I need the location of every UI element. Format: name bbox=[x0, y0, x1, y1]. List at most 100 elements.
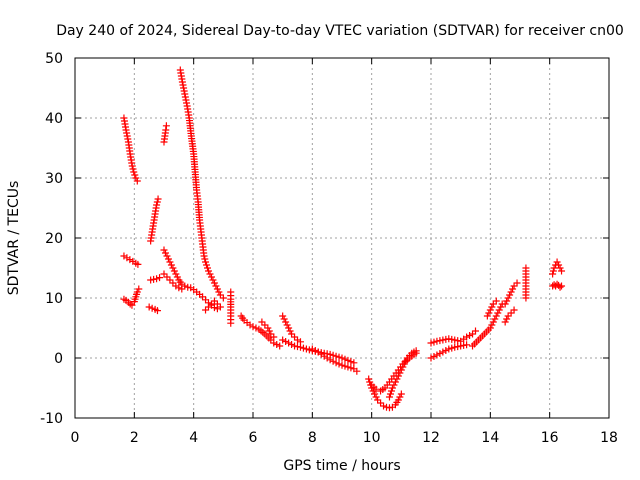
data-point bbox=[504, 312, 512, 320]
data-point bbox=[497, 303, 505, 311]
data-point bbox=[305, 346, 313, 354]
data-point bbox=[489, 318, 497, 326]
data-point bbox=[553, 258, 561, 266]
data-point bbox=[439, 348, 447, 356]
x-tick-label: 0 bbox=[71, 430, 80, 446]
data-point bbox=[509, 285, 517, 293]
data-point bbox=[134, 260, 142, 268]
data-point bbox=[396, 393, 404, 401]
data-point bbox=[154, 195, 162, 203]
y-tick-label: 50 bbox=[45, 51, 63, 67]
data-point bbox=[311, 347, 319, 354]
data-point bbox=[494, 309, 502, 317]
series-track-12 bbox=[227, 288, 235, 327]
data-point bbox=[173, 273, 181, 281]
data-point bbox=[397, 366, 405, 374]
data-point bbox=[492, 312, 500, 320]
y-tick-label: 40 bbox=[45, 111, 63, 127]
data-point bbox=[332, 359, 340, 367]
data-point bbox=[338, 361, 346, 369]
data-point bbox=[288, 341, 296, 348]
data-point bbox=[156, 274, 164, 282]
y-tick-label: 10 bbox=[45, 291, 63, 307]
data-point bbox=[164, 255, 172, 263]
data-point bbox=[213, 285, 221, 293]
data-point bbox=[556, 264, 564, 272]
data-point bbox=[466, 332, 474, 339]
data-point bbox=[397, 390, 405, 398]
data-point bbox=[172, 270, 180, 278]
data-point bbox=[148, 304, 156, 312]
data-point bbox=[393, 375, 401, 383]
data-point bbox=[522, 264, 530, 272]
data-point bbox=[285, 324, 293, 332]
data-point bbox=[167, 261, 175, 269]
data-point bbox=[329, 357, 337, 365]
data-point bbox=[130, 168, 138, 176]
chart-title: Day 240 of 2024, Sidereal Day-to-day VTE… bbox=[56, 23, 624, 39]
data-point bbox=[510, 282, 518, 290]
data-point bbox=[169, 264, 177, 272]
series-track-10 bbox=[176, 66, 227, 302]
data-point bbox=[485, 309, 493, 317]
data-point bbox=[469, 330, 477, 338]
data-point bbox=[326, 356, 334, 364]
data-point bbox=[489, 300, 497, 308]
data-point bbox=[506, 291, 514, 299]
data-point bbox=[282, 318, 290, 326]
series-track-21 bbox=[427, 341, 471, 362]
y-tick-label: 20 bbox=[45, 231, 63, 247]
series-track-13 bbox=[237, 312, 284, 350]
data-point bbox=[206, 270, 214, 278]
series-track-28 bbox=[549, 258, 566, 278]
series-track-01 bbox=[120, 114, 141, 185]
data-point bbox=[267, 330, 275, 338]
data-point bbox=[296, 343, 304, 351]
data-point bbox=[483, 312, 491, 320]
data-point bbox=[133, 288, 141, 296]
data-point bbox=[472, 327, 479, 335]
series-track-15 bbox=[279, 312, 304, 346]
data-point bbox=[430, 353, 438, 360]
grid-lines bbox=[75, 58, 609, 418]
data-point bbox=[210, 297, 218, 305]
data-point bbox=[178, 285, 186, 293]
data-point bbox=[258, 318, 266, 326]
x-tick-label: 16 bbox=[541, 430, 559, 446]
data-point bbox=[181, 282, 189, 290]
data-point bbox=[491, 315, 499, 323]
data-point bbox=[390, 381, 398, 389]
data-point bbox=[510, 306, 518, 314]
axis-ticks: 0 2 4 6 8 10 12 14 16 18 -10 0 10 20 30 40 50 bbox=[40, 51, 618, 446]
data-point bbox=[391, 378, 399, 386]
x-tick-label: 12 bbox=[422, 430, 440, 446]
series-track-17 bbox=[308, 345, 361, 375]
data-point bbox=[507, 288, 515, 296]
data-point bbox=[495, 306, 503, 314]
data-point bbox=[200, 252, 208, 260]
data-point bbox=[209, 276, 217, 284]
data-point bbox=[335, 360, 343, 368]
series-track-18 bbox=[365, 375, 405, 412]
x-tick-label: 10 bbox=[363, 430, 381, 446]
data-point bbox=[212, 282, 220, 290]
data-point bbox=[153, 198, 161, 206]
data-point bbox=[341, 362, 349, 370]
data-point bbox=[501, 300, 509, 308]
series-track-11 bbox=[202, 297, 224, 314]
data-point bbox=[299, 344, 307, 352]
data-point bbox=[396, 369, 404, 377]
data-point bbox=[372, 393, 380, 401]
x-tick-label: 4 bbox=[189, 430, 198, 446]
data-point bbox=[503, 315, 511, 323]
data-point bbox=[344, 356, 352, 364]
series-track-22 bbox=[427, 327, 479, 347]
data-point bbox=[270, 339, 278, 347]
data-point bbox=[388, 384, 396, 392]
data-point bbox=[507, 309, 515, 317]
data-point bbox=[380, 402, 388, 410]
data-point bbox=[163, 252, 171, 260]
data-point bbox=[282, 338, 290, 345]
data-point bbox=[556, 283, 564, 291]
